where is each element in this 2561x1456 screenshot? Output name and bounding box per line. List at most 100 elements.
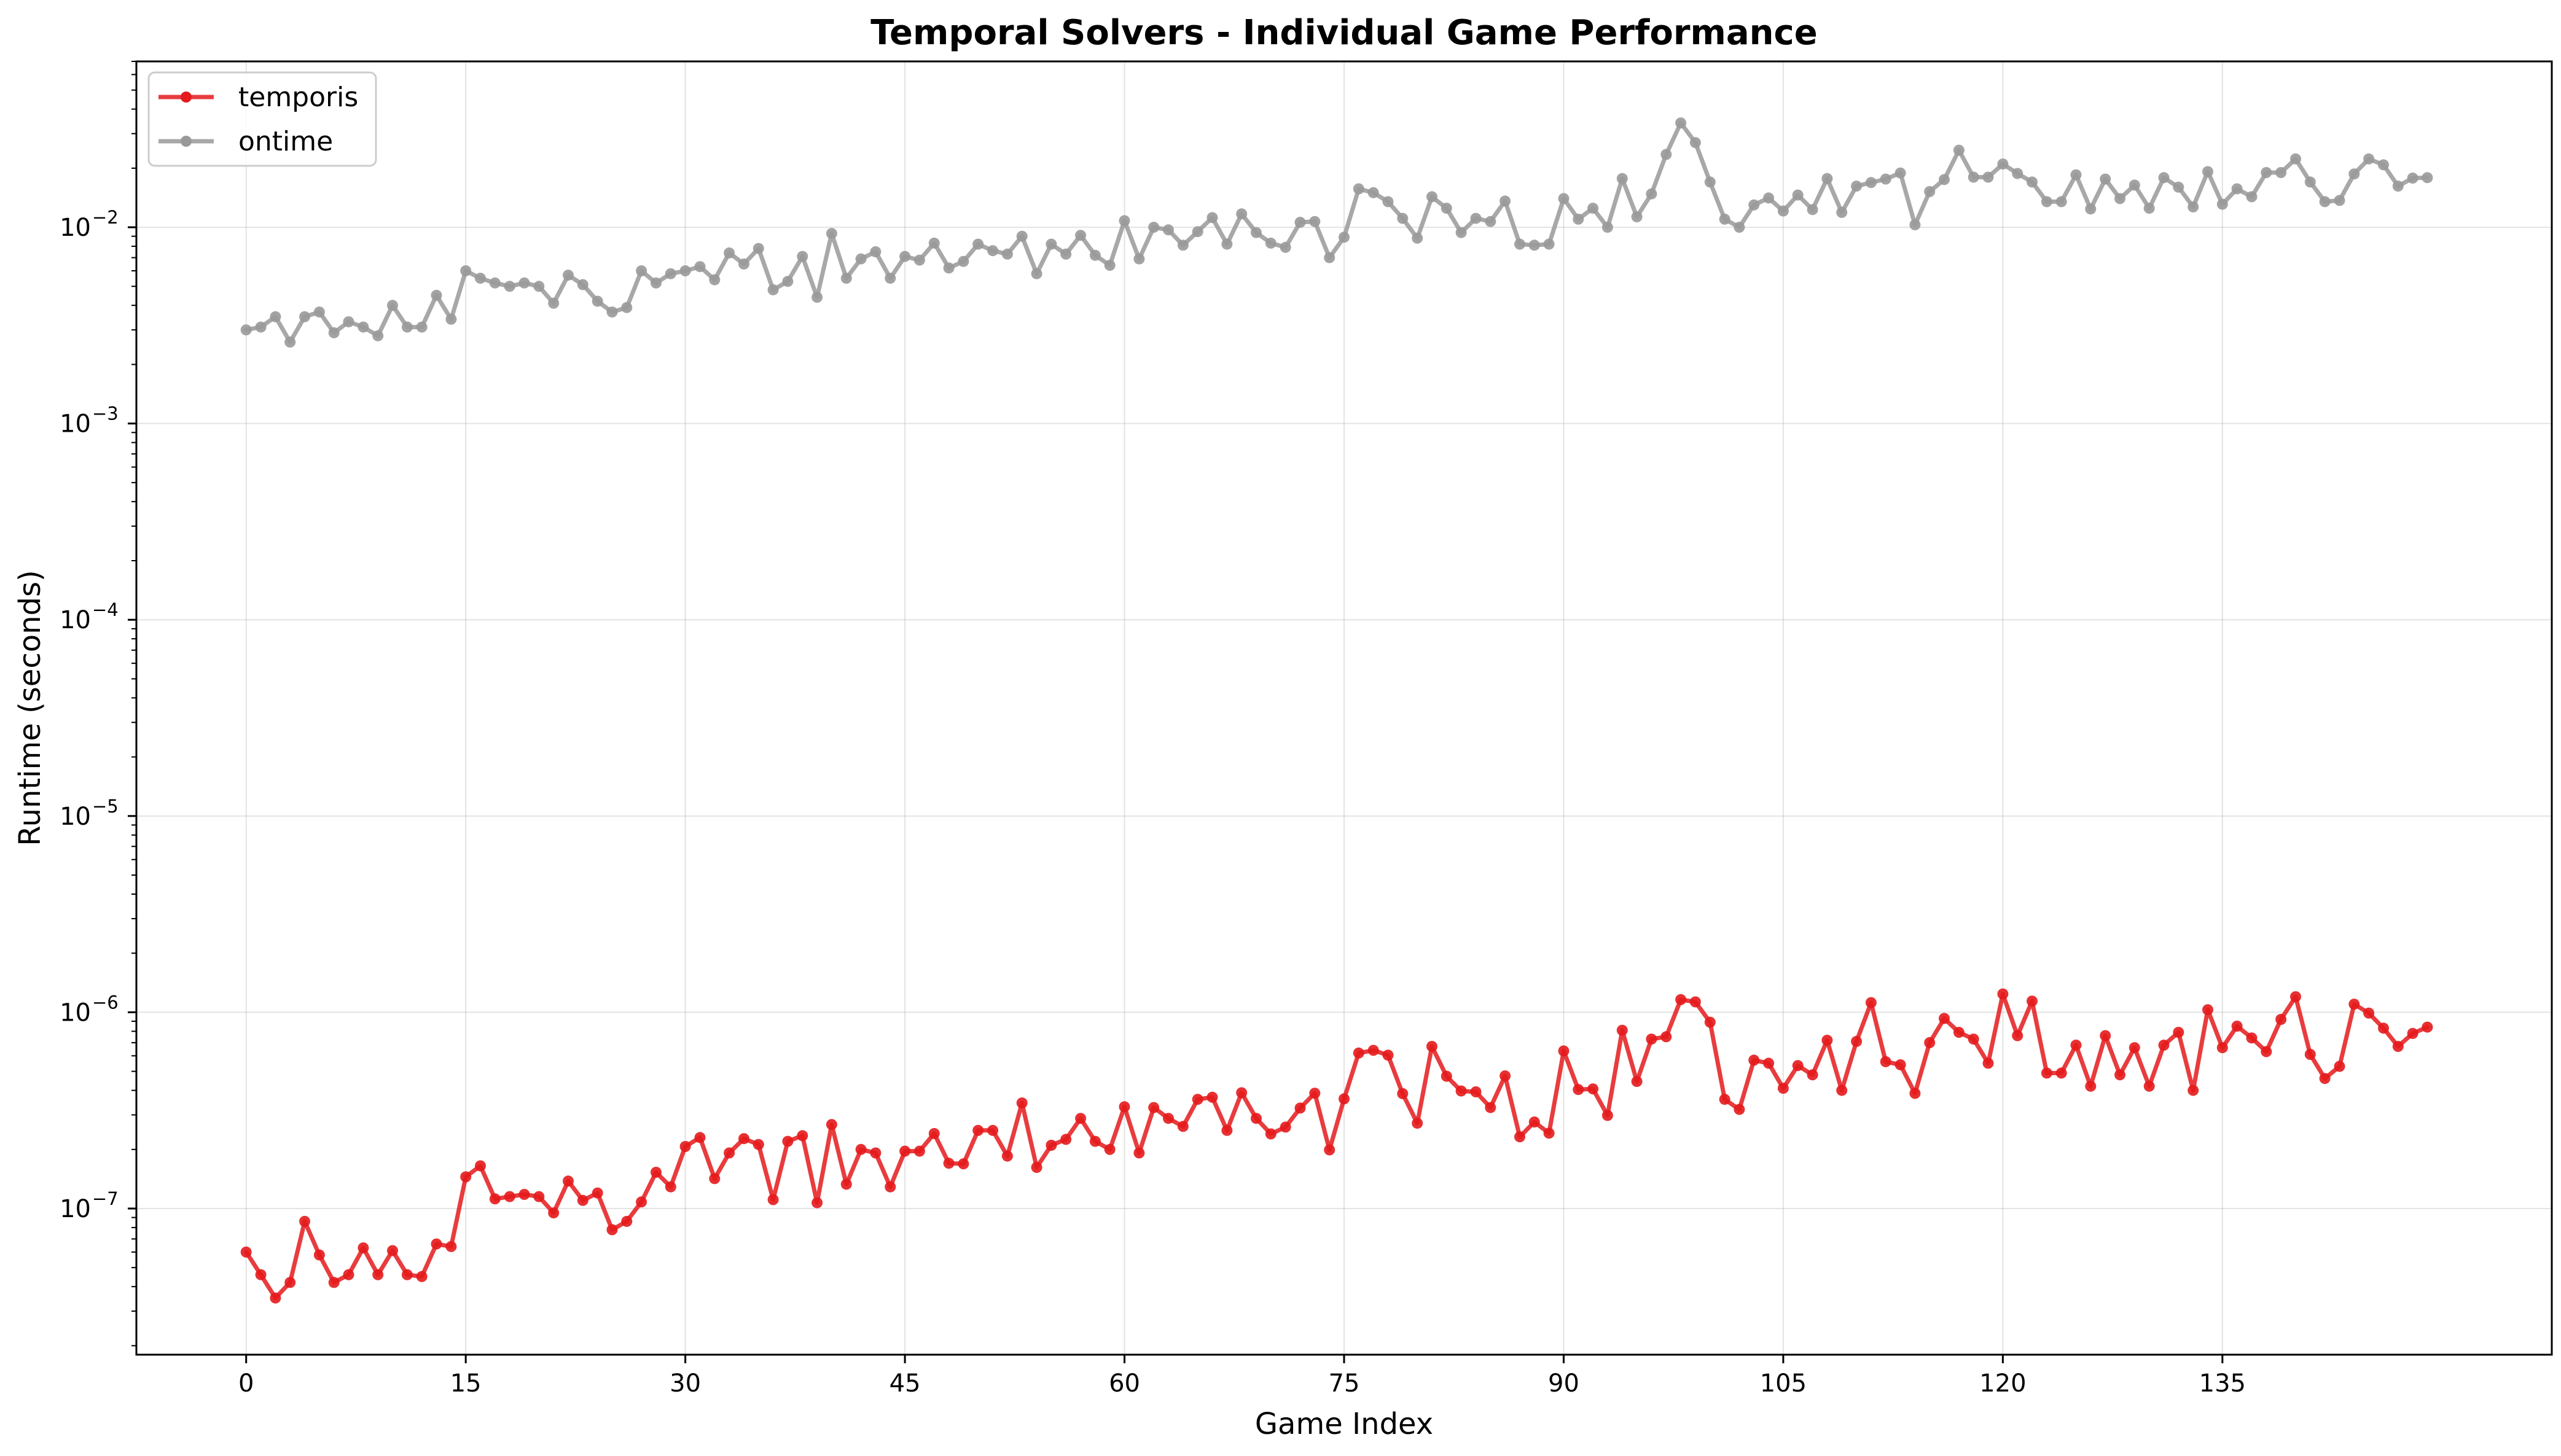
data-point-ontime	[1616, 173, 1628, 184]
data-point-temporis	[1382, 1049, 1394, 1061]
x-tick-label: 30	[670, 1369, 701, 1398]
data-point-ontime	[1573, 213, 1584, 225]
data-point-temporis	[445, 1240, 457, 1252]
data-point-temporis	[1763, 1057, 1775, 1069]
data-point-temporis	[621, 1215, 633, 1227]
data-point-temporis	[1675, 994, 1687, 1005]
data-point-ontime	[372, 330, 384, 341]
data-point-ontime	[1880, 173, 1891, 185]
series-ontime	[240, 117, 2433, 348]
data-point-ontime	[1192, 226, 1203, 238]
data-point-temporis	[1426, 1041, 1437, 1052]
data-point-ontime	[1939, 174, 1950, 185]
data-point-temporis	[2055, 1067, 2067, 1079]
data-point-ontime	[1792, 189, 1804, 201]
data-point-ontime	[2363, 153, 2375, 165]
legend-label-ontime: ontime	[238, 126, 333, 157]
data-point-temporis	[1353, 1047, 1364, 1059]
data-point-ontime	[2100, 173, 2111, 185]
data-point-temporis	[533, 1191, 545, 1202]
data-point-ontime	[1997, 158, 2009, 170]
data-point-ontime	[460, 265, 472, 276]
data-point-ontime	[1807, 204, 1818, 216]
data-point-ontime	[1177, 239, 1189, 251]
data-point-temporis	[387, 1245, 398, 1256]
data-point-ontime	[885, 273, 896, 284]
data-point-ontime	[1499, 195, 1511, 207]
data-point-temporis	[958, 1158, 969, 1170]
data-point-temporis	[679, 1141, 691, 1152]
data-point-ontime	[1089, 249, 1101, 261]
data-point-temporis	[328, 1277, 340, 1288]
data-point-ontime	[1104, 260, 1116, 271]
data-point-temporis	[665, 1181, 676, 1193]
data-point-temporis	[1397, 1088, 1409, 1099]
data-point-ontime	[2246, 191, 2258, 203]
data-point-ontime	[1587, 203, 1599, 214]
data-point-ontime	[1821, 173, 1833, 184]
data-point-temporis	[1748, 1054, 1760, 1066]
data-point-temporis	[1909, 1088, 1921, 1099]
data-point-ontime	[2261, 167, 2272, 178]
data-point-ontime	[2173, 181, 2184, 193]
data-point-temporis	[1734, 1104, 1745, 1115]
data-point-temporis	[2261, 1046, 2272, 1057]
data-point-ontime	[651, 277, 662, 289]
data-point-temporis	[1719, 1094, 1730, 1105]
data-point-ontime	[1060, 248, 1072, 260]
legend-label-temporis: temporis	[238, 82, 358, 113]
data-point-temporis	[460, 1171, 472, 1183]
data-point-temporis	[2114, 1069, 2125, 1081]
data-point-ontime	[1894, 167, 1906, 179]
data-point-temporis	[475, 1160, 486, 1172]
data-point-temporis	[1455, 1085, 1467, 1097]
data-point-ontime	[1543, 238, 1555, 250]
data-point-temporis	[1367, 1045, 1379, 1056]
data-point-ontime	[416, 321, 428, 333]
data-point-temporis	[284, 1277, 296, 1288]
data-point-temporis	[2407, 1027, 2418, 1039]
data-point-ontime	[240, 324, 252, 336]
data-point-temporis	[2173, 1027, 2184, 1038]
data-point-ontime	[2129, 179, 2140, 191]
data-point-temporis	[1221, 1124, 1233, 1136]
data-point-ontime	[1294, 217, 1306, 228]
data-point-ontime	[2378, 159, 2389, 171]
data-point-ontime	[2085, 203, 2097, 215]
data-point-ontime	[1441, 203, 1452, 214]
data-point-ontime	[1865, 177, 1877, 189]
data-point-ontime	[2334, 195, 2345, 206]
data-point-temporis	[1339, 1093, 1350, 1105]
data-point-ontime	[2392, 181, 2404, 192]
data-point-ontime	[1836, 206, 1848, 218]
data-point-temporis	[1558, 1045, 1570, 1057]
data-point-temporis	[2129, 1042, 2140, 1054]
data-point-ontime	[2275, 167, 2287, 178]
data-point-temporis	[1470, 1086, 1482, 1097]
data-point-temporis	[913, 1145, 925, 1157]
data-point-temporis	[1631, 1076, 1643, 1088]
data-point-ontime	[972, 238, 984, 250]
data-point-temporis	[1412, 1118, 1423, 1129]
data-point-ontime	[1777, 205, 1789, 217]
data-point-ontime	[401, 321, 413, 333]
data-point-temporis	[1528, 1116, 1540, 1128]
data-point-temporis	[2246, 1032, 2258, 1044]
data-point-ontime	[1236, 208, 1248, 220]
data-point-temporis	[1294, 1102, 1306, 1114]
data-point-ontime	[2188, 201, 2199, 212]
data-point-temporis	[2334, 1061, 2345, 1072]
data-point-ontime	[899, 251, 911, 262]
data-point-ontime	[1455, 227, 1467, 238]
data-point-ontime	[694, 261, 706, 273]
data-point-ontime	[2027, 176, 2038, 188]
data-point-ontime	[343, 316, 354, 327]
data-point-temporis	[724, 1147, 735, 1159]
data-point-temporis	[811, 1197, 823, 1209]
x-axis: 0 15 30 45 60 75 90 105 120 135	[238, 1355, 2246, 1398]
data-point-ontime	[1163, 224, 1174, 236]
data-point-temporis	[1792, 1060, 1804, 1072]
data-point-ontime	[1309, 216, 1321, 227]
data-point-ontime	[738, 258, 749, 270]
